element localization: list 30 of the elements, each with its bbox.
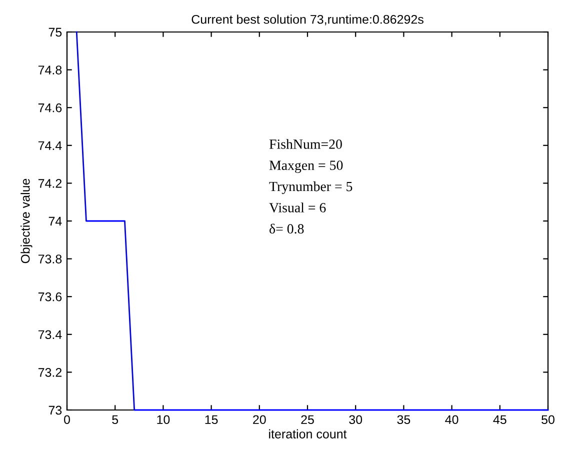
annotation: FishNum=20 xyxy=(269,139,342,149)
y-tick-label: 73 xyxy=(48,406,62,415)
x-tick-label: 0 xyxy=(64,415,70,424)
annotation: Trynumber = 5 xyxy=(269,181,352,194)
x-tick-label: 35 xyxy=(397,415,410,424)
chart-title: Current best solution 73,runtime:0.86292s xyxy=(192,14,424,26)
x-tick-label: 10 xyxy=(157,415,170,424)
x-tick-label: 40 xyxy=(445,415,458,424)
y-tick-label: 74.4 xyxy=(38,141,62,150)
y-tick-label: 73.6 xyxy=(38,292,62,302)
x-tick-label: 5 xyxy=(112,415,118,424)
y-tick-label: 73.2 xyxy=(38,368,62,377)
y-tick-label: 74 xyxy=(48,216,62,226)
annotation: Visual = 6 xyxy=(269,202,326,212)
annotation: Maxgen = 50 xyxy=(269,160,343,173)
x-axis-title: iteration count xyxy=(269,429,347,438)
x-tick-label: 15 xyxy=(205,415,218,424)
x-tick-label: 45 xyxy=(493,415,506,424)
y-tick-label: 73.8 xyxy=(38,254,62,264)
x-tick-label: 50 xyxy=(542,415,554,424)
y-tick-label: 75 xyxy=(48,28,62,37)
x-tick-label: 30 xyxy=(349,415,362,424)
y-tick-label: 74.6 xyxy=(38,103,62,112)
annotation: δ= 0.8 xyxy=(270,224,304,234)
x-tick-label: 25 xyxy=(301,415,314,424)
y-axis-title: Objective value xyxy=(20,178,32,264)
y-tick-label: 74.2 xyxy=(38,179,62,188)
y-tick-label: 73.4 xyxy=(38,330,62,340)
x-tick-label: 20 xyxy=(253,415,266,424)
y-tick-label: 74.8 xyxy=(38,66,62,74)
